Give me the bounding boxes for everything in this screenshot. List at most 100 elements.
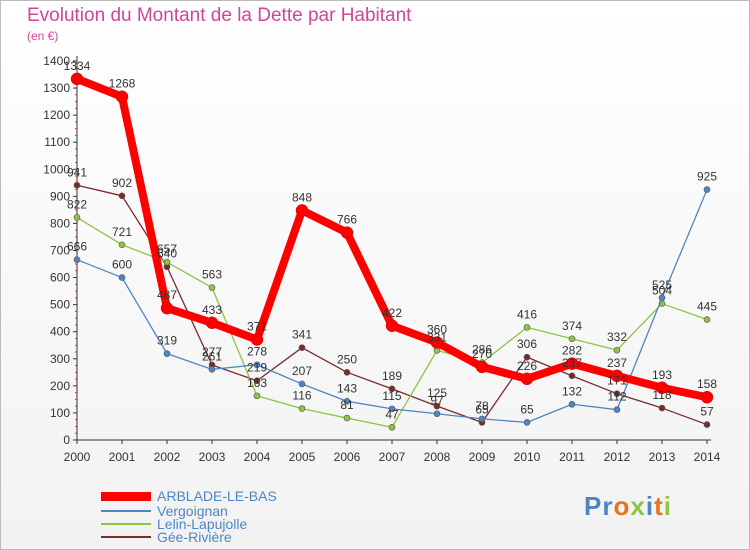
x-tick-label: 2005 bbox=[289, 450, 316, 464]
series-point-0 bbox=[655, 381, 669, 395]
series-point-1 bbox=[478, 415, 486, 423]
series-point-3 bbox=[118, 192, 126, 200]
series-point-1 bbox=[343, 397, 351, 405]
series-point-0 bbox=[700, 390, 714, 404]
data-label-3: 902 bbox=[112, 176, 132, 190]
data-label-1: 600 bbox=[112, 258, 132, 272]
y-tick-label: 100 bbox=[50, 406, 70, 420]
x-tick-label: 2011 bbox=[559, 450, 585, 464]
data-label-1: 319 bbox=[157, 334, 177, 348]
y-tick-label: 600 bbox=[50, 271, 70, 285]
data-label-2: 163 bbox=[247, 376, 267, 390]
series-point-0 bbox=[250, 333, 264, 346]
series-point-2 bbox=[568, 335, 576, 343]
data-label-2: 445 bbox=[697, 300, 717, 314]
series-point-3 bbox=[298, 344, 306, 351]
data-label-1: 278 bbox=[247, 345, 267, 359]
series-point-1 bbox=[703, 186, 711, 193]
data-label-2: 47 bbox=[385, 407, 399, 421]
data-label-1: 207 bbox=[292, 364, 312, 378]
data-label-0: 158 bbox=[697, 377, 717, 391]
data-label-1: 925 bbox=[697, 170, 717, 184]
series-point-0 bbox=[430, 336, 444, 349]
series-point-2 bbox=[73, 214, 81, 221]
x-tick-label: 2001 bbox=[109, 450, 136, 464]
data-label-2: 286 bbox=[472, 343, 492, 357]
x-tick-label: 2000 bbox=[64, 450, 91, 464]
data-label-1: 132 bbox=[562, 384, 582, 398]
data-label-2: 332 bbox=[607, 330, 627, 344]
data-label-2: 331 bbox=[427, 330, 447, 344]
series-point-0 bbox=[610, 369, 624, 383]
y-tick-label: 1200 bbox=[43, 108, 70, 122]
data-label-3: 306 bbox=[517, 337, 537, 351]
data-label-0: 848 bbox=[292, 190, 312, 204]
series-point-2 bbox=[523, 324, 531, 331]
data-label-1: 143 bbox=[337, 381, 357, 395]
data-label-3: 65 bbox=[475, 402, 489, 416]
y-tick-label: 1000 bbox=[43, 162, 70, 176]
series-point-3 bbox=[73, 181, 81, 189]
legend-label-gee: Gée-Rivière bbox=[157, 529, 232, 545]
series-point-0 bbox=[385, 319, 399, 333]
data-label-2: 416 bbox=[517, 307, 537, 321]
series-point-0 bbox=[475, 360, 489, 374]
series-point-1 bbox=[613, 406, 621, 413]
data-label-3: 171 bbox=[607, 374, 627, 388]
series-point-0 bbox=[205, 316, 219, 330]
data-label-0: 1268 bbox=[109, 77, 136, 91]
series-point-1 bbox=[658, 294, 666, 302]
legend-swatch-lelin bbox=[101, 523, 151, 525]
series-point-1 bbox=[523, 419, 531, 426]
data-label-3: 941 bbox=[67, 165, 87, 179]
data-label-0: 1334 bbox=[64, 59, 91, 73]
series-point-3 bbox=[613, 390, 621, 398]
y-tick-label: 900 bbox=[50, 189, 70, 203]
x-tick-label: 2008 bbox=[424, 450, 451, 464]
series-point-0 bbox=[520, 372, 534, 386]
data-label-3: 250 bbox=[337, 352, 357, 366]
x-tick-label: 2012 bbox=[604, 450, 631, 464]
x-tick-label: 2006 bbox=[334, 450, 361, 464]
data-label-3: 57 bbox=[700, 405, 714, 419]
x-tick-label: 2013 bbox=[649, 450, 676, 464]
series-point-2 bbox=[163, 258, 171, 266]
series-point-3 bbox=[523, 353, 531, 361]
series-point-1 bbox=[73, 256, 81, 264]
series-point-2 bbox=[703, 316, 711, 323]
series-point-1 bbox=[118, 274, 126, 281]
series-point-0 bbox=[115, 90, 129, 103]
legend-swatch-vergoignan bbox=[101, 510, 151, 512]
data-label-2: 657 bbox=[157, 242, 177, 256]
legend-label-vergoignan: Vergoignan bbox=[157, 503, 228, 519]
data-label-0: 270 bbox=[472, 347, 492, 361]
series-point-2 bbox=[118, 241, 126, 249]
x-tick-label: 2002 bbox=[154, 450, 181, 464]
data-label-0: 193 bbox=[652, 368, 672, 382]
x-tick-label: 2004 bbox=[244, 450, 271, 464]
series-point-2 bbox=[298, 405, 306, 412]
data-label-0: 433 bbox=[202, 303, 222, 317]
legend-label-arblade: ARBLADE-LE-BAS bbox=[157, 488, 277, 504]
series-point-1 bbox=[253, 361, 261, 369]
x-tick-label: 2003 bbox=[199, 450, 226, 464]
series-point-3 bbox=[433, 402, 441, 410]
data-label-3: 237 bbox=[562, 356, 582, 370]
legend-label-lelin: Lelin-Lapujolle bbox=[157, 516, 248, 532]
data-label-2: 822 bbox=[67, 197, 87, 211]
data-label-0: 371 bbox=[247, 320, 267, 334]
data-label-3: 189 bbox=[382, 369, 402, 383]
data-label-3: 341 bbox=[292, 328, 312, 342]
data-label-2: 374 bbox=[562, 319, 582, 333]
y-tick-label: 400 bbox=[50, 325, 70, 339]
data-label-0: 360 bbox=[427, 323, 447, 337]
series-point-1 bbox=[208, 366, 216, 373]
series-point-0 bbox=[70, 72, 84, 86]
data-label-2: 721 bbox=[112, 225, 132, 239]
chart-title: Evolution du Montant de la Dette par Hab… bbox=[27, 5, 412, 26]
data-label-1: 115 bbox=[382, 389, 401, 403]
data-label-3: 640 bbox=[157, 247, 177, 261]
data-label-1: 525 bbox=[652, 278, 672, 292]
series-point-1 bbox=[568, 400, 576, 408]
